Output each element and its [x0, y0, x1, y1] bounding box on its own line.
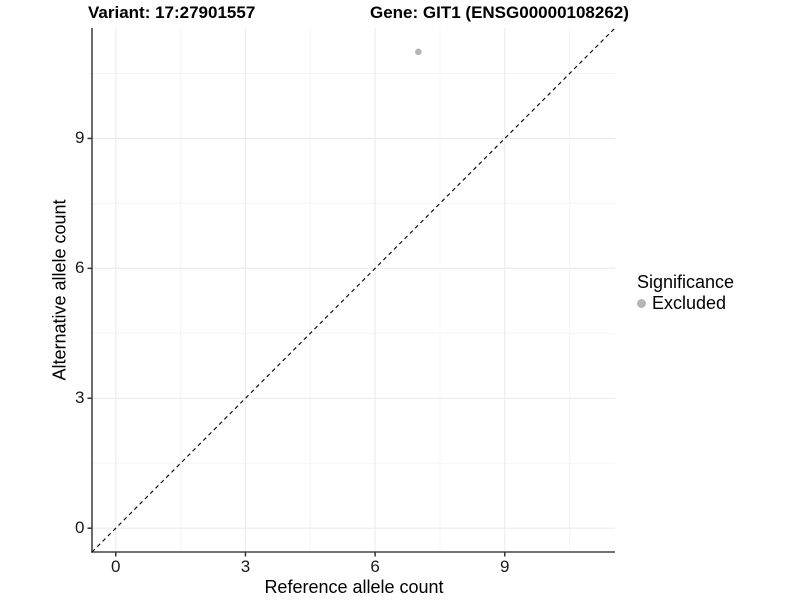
legend-title: Significance — [637, 272, 735, 292]
legend-point-icon — [637, 298, 646, 308]
data-point — [415, 48, 422, 56]
legend: Significance Excluded — [637, 272, 734, 313]
plot-title-variant: Variant: 17:27901557 — [88, 3, 256, 22]
y-axis-title: Alternative allele count — [49, 199, 70, 381]
y-tick-label: 6 — [75, 258, 85, 278]
x-tick-label: 9 — [500, 556, 510, 576]
x-tick-label: 3 — [240, 556, 251, 576]
legend-entry-excluded: Excluded — [637, 293, 734, 313]
x-axis-title: Reference allele count — [264, 577, 444, 597]
plot-title-gene: Gene: GIT1 (ENSG00000108262) — [370, 3, 629, 22]
legend-entry-label: Excluded — [652, 292, 727, 313]
x-tick-label: 0 — [111, 556, 121, 576]
y-tick-label: 9 — [75, 128, 85, 148]
y-tick-label: 0 — [75, 518, 85, 538]
x-tick-label: 6 — [370, 556, 380, 576]
y-tick-label: 3 — [75, 388, 85, 408]
identity-dashed-line — [91, 27, 616, 553]
